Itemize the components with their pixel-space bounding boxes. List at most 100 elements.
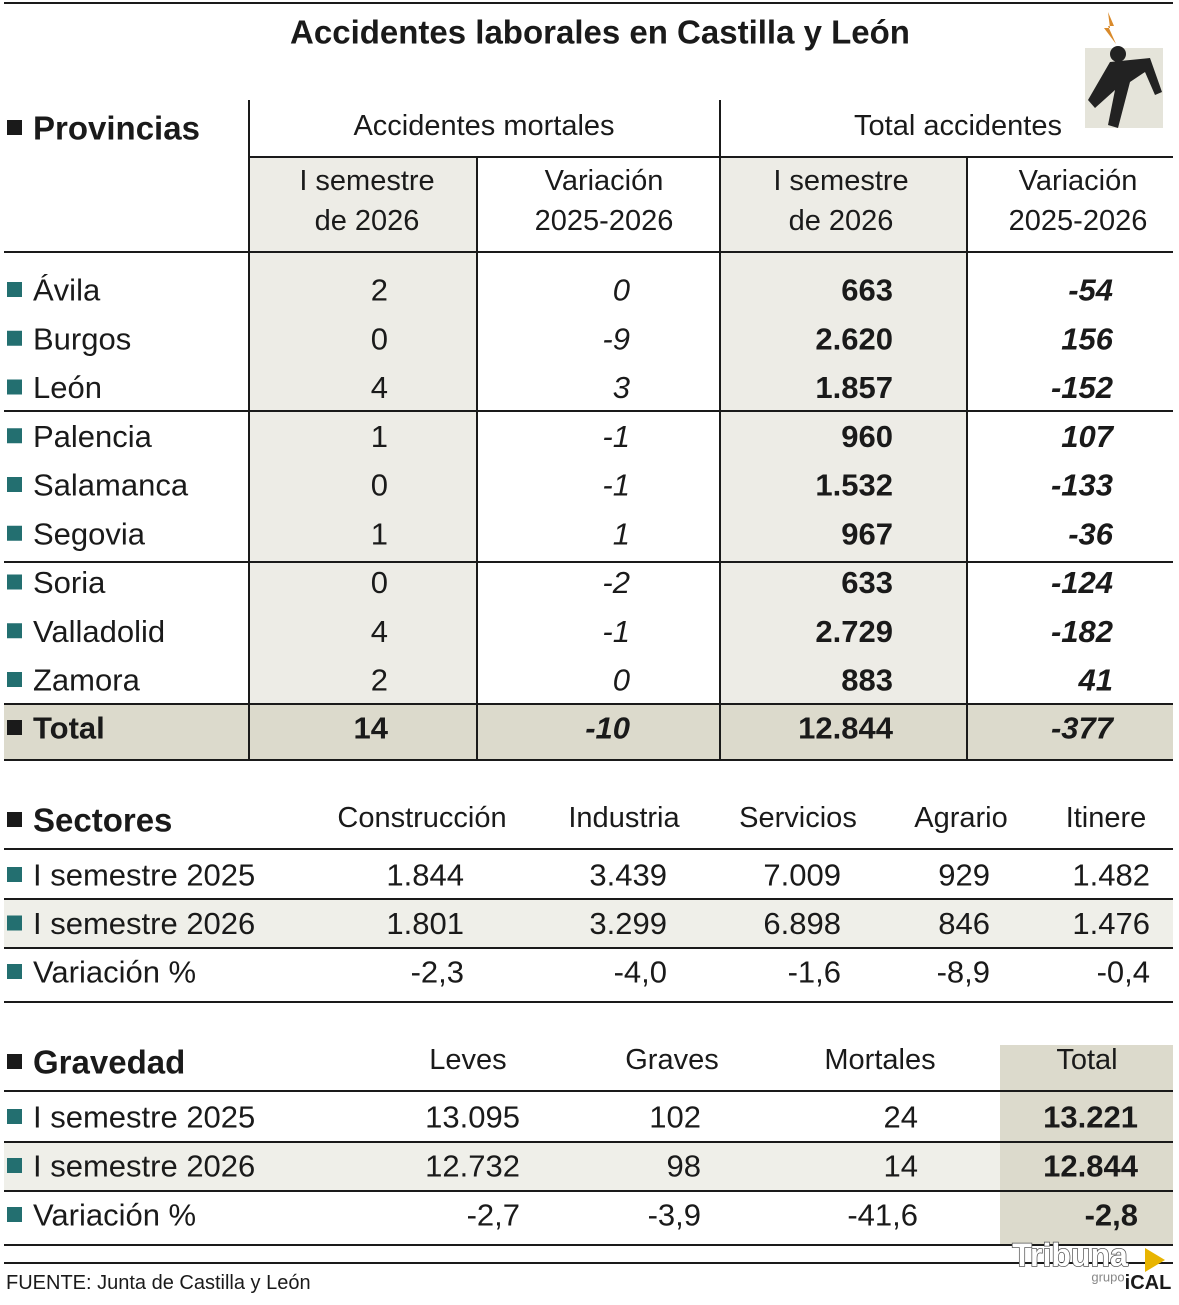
cell: 2 xyxy=(371,273,388,308)
bullet xyxy=(7,1158,22,1173)
logo: Tribuna xyxy=(1012,1237,1128,1273)
cell: -377 xyxy=(1051,711,1115,746)
column-header: Variación xyxy=(545,165,664,197)
column-header: de 2026 xyxy=(789,205,894,237)
cell: 1 xyxy=(613,516,630,551)
cell-bg xyxy=(721,158,967,704)
cell: 156 xyxy=(1061,321,1113,356)
cell: -133 xyxy=(1051,468,1113,503)
cell: 14 xyxy=(354,711,389,746)
column-header: 2025-2026 xyxy=(535,205,674,237)
bullet xyxy=(7,282,22,297)
cell: -2 xyxy=(602,565,630,600)
cell: 960 xyxy=(841,419,893,454)
column-header: de 2026 xyxy=(315,205,420,237)
cell: -8,9 xyxy=(937,955,990,990)
row-label: I semestre 2025 xyxy=(33,858,255,893)
cell: 3 xyxy=(613,370,630,405)
bullet xyxy=(7,574,22,590)
column-header: Leves xyxy=(429,1044,506,1076)
row-label: Soria xyxy=(33,565,106,600)
cell: 2.729 xyxy=(815,614,893,649)
cell: 1.532 xyxy=(815,468,893,503)
column-header: Industria xyxy=(568,802,680,834)
row-label: Valladolid xyxy=(33,614,165,649)
cell: 0 xyxy=(371,468,388,503)
cell: -182 xyxy=(1051,614,1113,649)
cell: 663 xyxy=(841,273,893,308)
cell: -2,8 xyxy=(1085,1198,1138,1233)
bullet xyxy=(7,915,22,931)
bullet xyxy=(7,964,22,979)
column-header: I semestre xyxy=(773,165,908,197)
cell-bg xyxy=(1000,1045,1173,1245)
section-header: Gravedad xyxy=(33,1044,185,1081)
cell: 13.095 xyxy=(425,1100,520,1135)
cell: -0,4 xyxy=(1097,955,1150,990)
tables: Provincias Accidentes mortales Total accid… xyxy=(4,100,1173,1294)
cell: 4 xyxy=(371,370,388,405)
cell: -2,7 xyxy=(467,1198,520,1233)
cell: 41 xyxy=(1078,663,1113,698)
cell: 0 xyxy=(371,565,388,600)
cell: 967 xyxy=(841,516,893,551)
column-header: Itinere xyxy=(1066,802,1147,834)
cell: 107 xyxy=(1061,419,1114,454)
cell: -4,0 xyxy=(614,955,667,990)
column-header: Agrario xyxy=(914,802,1008,834)
cell: -41,6 xyxy=(847,1198,918,1233)
cell: 12.732 xyxy=(425,1149,520,1184)
row-label: Salamanca xyxy=(33,468,189,503)
column-header: Construcción xyxy=(337,802,506,834)
bullet xyxy=(7,867,22,882)
column-header: I semestre xyxy=(299,165,434,197)
cell-bg xyxy=(250,158,477,704)
logo-mark xyxy=(1145,1248,1165,1272)
cell: 3.439 xyxy=(589,858,667,893)
group-header: Total accidentes xyxy=(854,110,1062,142)
cell-bg xyxy=(4,1143,1000,1190)
cell: 929 xyxy=(938,858,990,893)
cell: -152 xyxy=(1051,370,1113,405)
cell: -2,3 xyxy=(411,955,464,990)
bullet xyxy=(7,812,22,827)
logo: iCAL xyxy=(1125,1272,1172,1294)
cell: 12.844 xyxy=(798,711,894,746)
bullet xyxy=(7,1109,22,1124)
section-header: Provincias xyxy=(33,110,200,147)
source: FUENTE: Junta de Castilla y León xyxy=(6,1272,311,1294)
cell: 2.620 xyxy=(815,321,893,356)
cell: -3,9 xyxy=(648,1198,701,1233)
cell: 0 xyxy=(371,321,388,356)
cell-bg xyxy=(4,900,1173,947)
row-label: Ávila xyxy=(33,273,101,308)
cell: -1 xyxy=(602,614,630,649)
row-label: Palencia xyxy=(33,419,153,454)
cell: -10 xyxy=(585,711,630,746)
cell: 7.009 xyxy=(763,858,841,893)
cell: 1.844 xyxy=(386,858,464,893)
cell: -1 xyxy=(602,419,630,454)
row-label: Burgos xyxy=(33,321,131,356)
cell: 1.857 xyxy=(815,370,893,405)
column-header: Variación xyxy=(1019,165,1138,197)
title: Accidentes laborales en Castilla y León xyxy=(290,14,910,51)
cell: 24 xyxy=(884,1100,918,1135)
bullet xyxy=(7,120,22,135)
bullet xyxy=(7,525,22,541)
cell: 1.476 xyxy=(1072,906,1150,941)
bullet xyxy=(7,672,22,687)
cell: 1 xyxy=(371,516,388,551)
row-label: Total xyxy=(33,711,105,746)
column-header: Graves xyxy=(625,1044,718,1076)
column-header: Servicios xyxy=(739,802,857,834)
row-label: Variación % xyxy=(33,1198,196,1233)
cell: -1 xyxy=(602,468,630,503)
row-label: Variación % xyxy=(33,955,196,990)
column-header: Mortales xyxy=(824,1044,935,1076)
logo: grupo xyxy=(1091,1270,1124,1285)
cell: 14 xyxy=(884,1149,918,1184)
section-header: Sectores xyxy=(33,802,172,839)
cell: 1 xyxy=(371,419,388,454)
